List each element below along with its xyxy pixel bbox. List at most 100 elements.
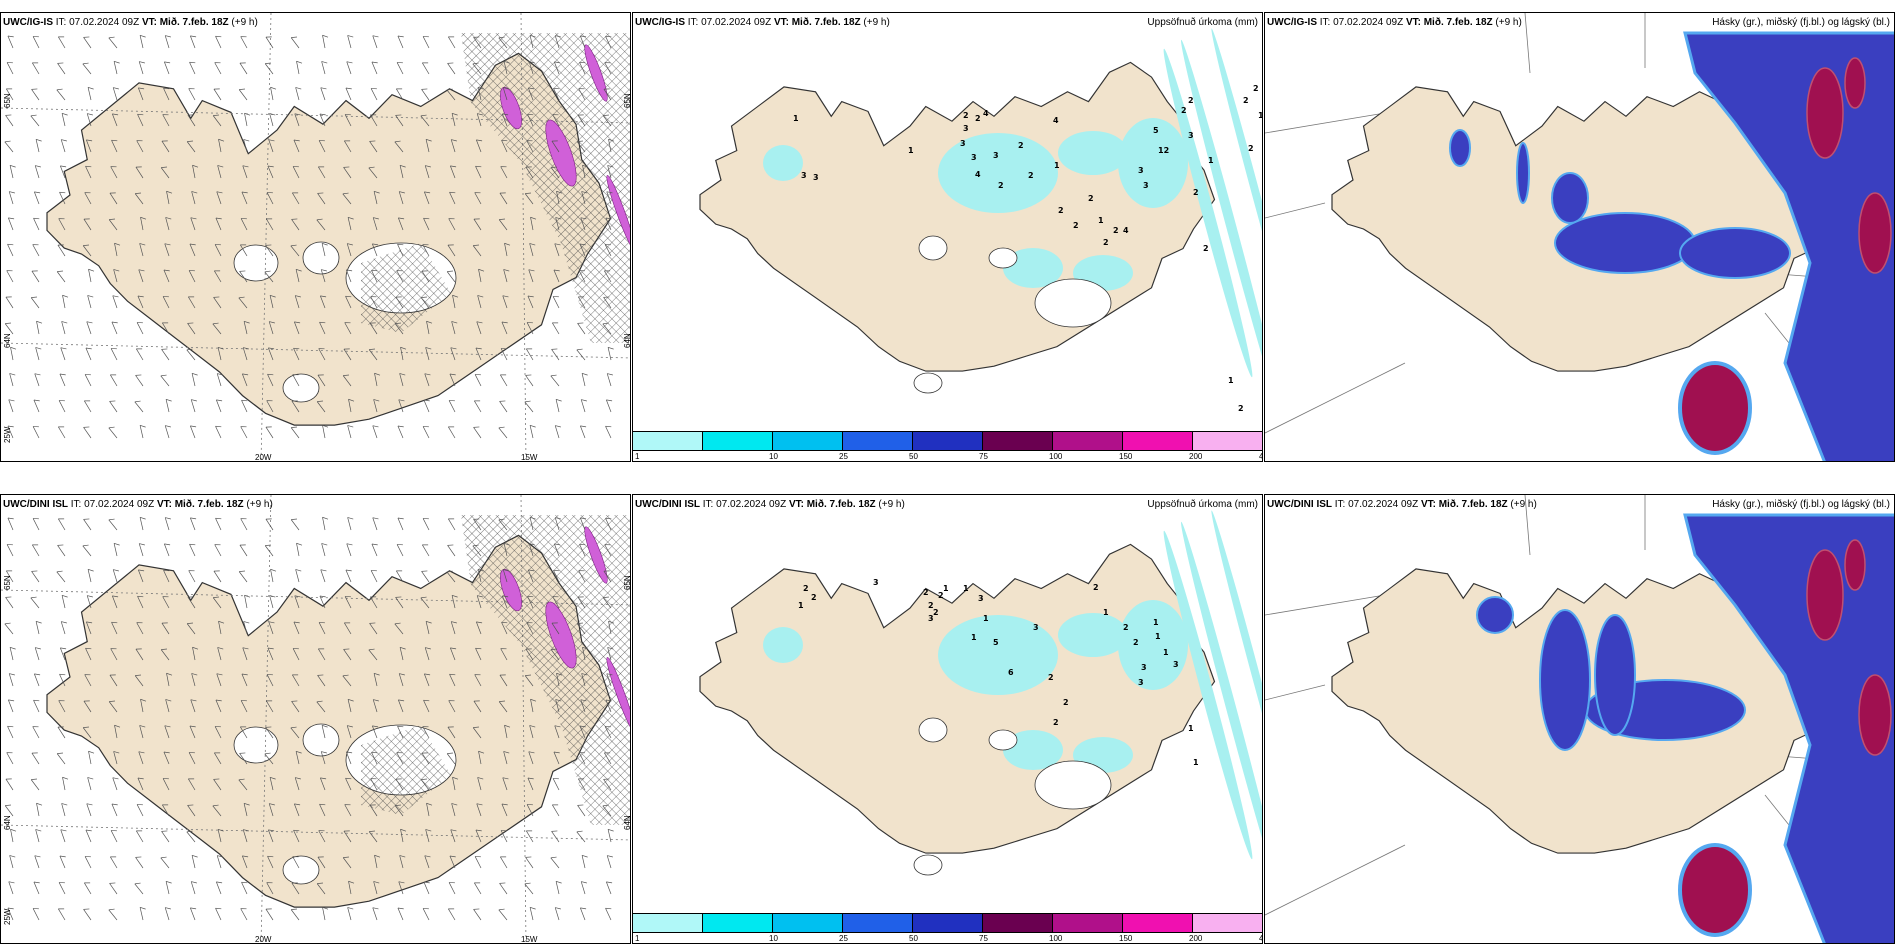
wind-barb <box>32 426 40 439</box>
wind-barb <box>556 190 563 205</box>
wind-barb <box>266 700 274 713</box>
precip-value-label: 2 <box>938 591 944 600</box>
projection-line <box>1265 362 1406 434</box>
high-cloud-area <box>1806 67 1844 159</box>
wind-barb <box>446 270 456 283</box>
precip-map-graphic: 1331232334432224122212243351223122211212… <box>633 13 1262 461</box>
wind-barb <box>33 881 40 895</box>
wind-barb <box>32 908 40 921</box>
wind-barb <box>212 114 222 127</box>
wind-barb <box>110 648 118 661</box>
wind-barb <box>499 192 508 205</box>
wind-barb <box>5 114 14 127</box>
colorbar-swatch <box>1193 914 1262 932</box>
wind-barb <box>451 595 458 609</box>
high-cloud-area <box>1858 192 1892 274</box>
wind-barb <box>213 296 222 309</box>
wind-barb <box>423 699 430 713</box>
precip-value-label: 2 <box>928 601 934 610</box>
wind-barb <box>448 908 456 921</box>
wind-barb <box>109 400 118 413</box>
wind-barb <box>9 165 16 179</box>
precip-value-label: 2 <box>1113 226 1119 235</box>
latitude-line <box>1 824 630 841</box>
wind-barb <box>269 295 276 309</box>
wind-barb <box>111 803 118 817</box>
wind-barb <box>8 881 15 895</box>
wind-barb <box>4 622 14 635</box>
high-cloud-area <box>1678 361 1752 455</box>
wind-barb <box>504 724 511 739</box>
wind-barb <box>396 544 404 557</box>
wind-barb <box>580 907 587 921</box>
wind-barb <box>342 192 352 205</box>
precip-value-label: 2 <box>933 608 939 617</box>
precip-area <box>1058 131 1128 175</box>
projection-line <box>1524 495 1531 556</box>
wind-barb <box>244 112 251 127</box>
wind-barb <box>86 113 93 127</box>
wind-barb <box>322 906 329 921</box>
lat-label: 64N <box>623 815 631 830</box>
wind-barb <box>527 777 534 791</box>
wind-barb <box>528 87 535 101</box>
precip-value-label: 1 <box>1208 156 1214 165</box>
wind-barb <box>424 165 431 179</box>
wind-barb <box>322 34 329 49</box>
wind-barb <box>238 570 248 583</box>
wind-barb <box>529 243 536 257</box>
wind-barb <box>526 830 534 843</box>
wind-barb <box>582 164 589 179</box>
wind-barb <box>550 166 560 179</box>
wind-barb <box>550 374 560 387</box>
precip-value-label: 2 <box>1188 96 1194 105</box>
wind-barb <box>217 829 224 843</box>
wind-barb <box>59 673 66 687</box>
snow-area <box>584 44 608 102</box>
wind-barb <box>109 882 118 895</box>
wind-barb <box>140 216 147 231</box>
colorbar-tick-label: 25 <box>839 934 848 943</box>
wind-barb <box>291 882 300 895</box>
wind-barb <box>500 830 508 843</box>
wind-barb <box>114 242 121 257</box>
wind-barb <box>293 829 300 843</box>
wind-barb <box>188 88 196 101</box>
wind-barb <box>371 61 378 75</box>
wind-barb <box>161 622 170 635</box>
wind-barb <box>240 700 248 713</box>
lon-label: 20W <box>255 935 272 944</box>
precip-value-label: 3 <box>1033 623 1039 632</box>
wind-barb <box>84 882 92 895</box>
precip-value-label: 2 <box>1193 188 1199 197</box>
wind-barb <box>217 347 224 361</box>
wind-barb <box>214 752 222 765</box>
wind-barb <box>552 596 560 609</box>
wind-barb <box>399 373 406 387</box>
wind-barb <box>398 673 405 687</box>
wind-barb <box>214 726 222 739</box>
wind-barb <box>34 165 41 179</box>
lon-label: 15W <box>521 935 538 944</box>
wind-barb <box>56 752 66 765</box>
wind-barb <box>191 191 198 205</box>
precip-value-label: 3 <box>928 614 934 623</box>
wind-barb <box>138 569 145 583</box>
wind-barb <box>114 724 121 739</box>
wind-barb <box>296 60 303 75</box>
wind-barb <box>344 114 352 127</box>
wind-barb <box>57 62 66 75</box>
wind-barb <box>529 425 536 439</box>
wind-barb <box>421 752 430 765</box>
wind-barb <box>394 622 404 635</box>
wind-barb <box>138 87 145 101</box>
wind-barb <box>343 348 352 361</box>
wind-barb <box>7 517 14 531</box>
wind-barb <box>164 35 171 49</box>
wind-barb <box>550 648 560 661</box>
precip-value-label: 2 <box>1048 673 1054 682</box>
wind-barb <box>606 191 613 205</box>
panel-subtitle: Uppsöfnuð úrkoma (mm) <box>1147 17 1258 28</box>
wind-barb <box>347 217 354 231</box>
precip-value-label: 1 <box>983 614 989 623</box>
